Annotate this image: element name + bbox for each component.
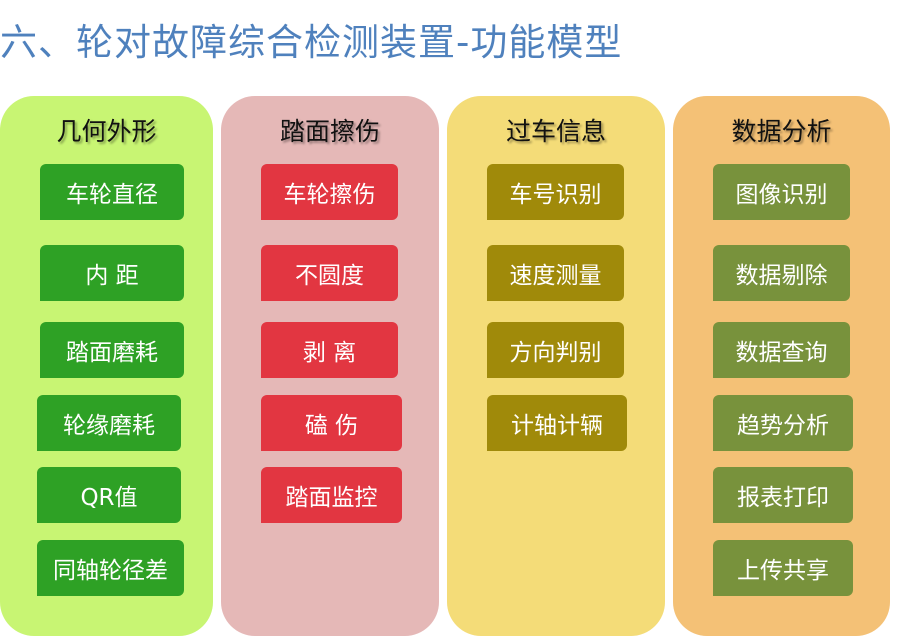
function-box: 趋势分析 — [713, 395, 853, 451]
function-box: 上传共享 — [713, 540, 853, 596]
function-box: 踏面磨耗 — [40, 322, 184, 378]
function-box: 车号识别 — [487, 164, 624, 220]
function-box: 计轴计辆 — [487, 395, 627, 451]
page-title: 六、轮对故障综合检测装置-功能模型 — [0, 21, 623, 64]
column-title: 几何外形 — [56, 117, 157, 146]
function-box: 车轮擦伤 — [261, 164, 398, 220]
function-box: 方向判别 — [487, 322, 624, 378]
function-box: 数据剔除 — [713, 245, 850, 301]
function-box: 踏面监控 — [261, 467, 402, 523]
function-box: 不圆度 — [261, 245, 398, 301]
function-box: 磕 伤 — [261, 395, 402, 451]
function-box: 内 距 — [40, 245, 184, 301]
column-title: 过车信息 — [505, 117, 606, 146]
function-box: 报表打印 — [713, 467, 853, 523]
function-box: 图像识别 — [713, 164, 850, 220]
column-title: 踏面擦伤 — [279, 117, 380, 146]
function-box: 同轴轮径差 — [37, 540, 184, 596]
function-box: 速度测量 — [487, 245, 624, 301]
function-box: QR值 — [37, 467, 181, 523]
function-box: 剥 离 — [261, 322, 398, 378]
function-box: 车轮直径 — [40, 164, 184, 220]
function-box: 轮缘磨耗 — [37, 395, 181, 451]
function-box: 数据查询 — [713, 322, 850, 378]
column-title: 数据分析 — [731, 117, 832, 146]
